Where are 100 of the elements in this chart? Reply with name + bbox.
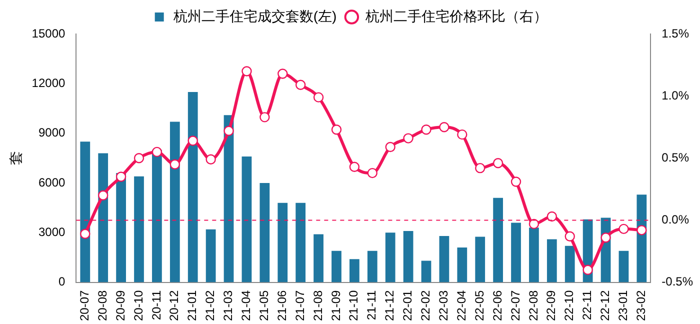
x-tick-label: 22-06: [490, 290, 504, 322]
bar: [242, 156, 252, 282]
bar: [116, 173, 126, 282]
x-tick-label: 20-08: [95, 290, 110, 322]
bar: [206, 229, 216, 282]
point: [403, 133, 414, 144]
point: [313, 92, 324, 102]
x-tick-label: 22-05: [472, 290, 486, 322]
y2-tick-label: -0.5%: [662, 274, 694, 289]
y2-tick-label: 1.0%: [662, 88, 690, 102]
y-tick-label: 6000: [38, 175, 66, 190]
x-tick-label: 22-03: [436, 290, 451, 322]
bar: [278, 202, 288, 282]
bar: [457, 248, 468, 282]
point: [170, 159, 180, 170]
x-tick-label: 21-08: [310, 290, 325, 322]
bar: [332, 250, 342, 282]
y2-tick-label: 0.0%: [662, 212, 690, 227]
point: [349, 162, 360, 172]
x-tick-label: 20-11: [149, 290, 164, 320]
y-tick-label: 12000: [32, 76, 66, 90]
y-tick-label: 3000: [38, 224, 66, 239]
bar: [385, 232, 396, 282]
x-tick-label: 20-10: [131, 290, 146, 322]
bar: [529, 228, 539, 282]
y-tick-label: 9000: [38, 126, 66, 140]
x-tick-label: 21-05: [256, 290, 271, 322]
point: [98, 190, 108, 200]
point: [457, 129, 468, 140]
x-tick-label: 21-06: [274, 290, 289, 322]
x-tick-label: 21-12: [382, 290, 397, 322]
bar: [511, 222, 521, 282]
y-axis-title: 套: [7, 151, 24, 166]
bar: [314, 234, 324, 282]
bar: [475, 236, 486, 282]
point: [260, 112, 270, 122]
y-tick-label: 15000: [32, 26, 66, 40]
point: [618, 224, 629, 234]
bar: [546, 239, 557, 282]
x-tick-label: 22-01: [400, 290, 415, 322]
bar: [260, 182, 270, 282]
y2-tick-label: 0.5%: [662, 150, 690, 164]
x-tick-label: 21-09: [328, 290, 343, 322]
legend-label: 杭州二手住宅价格环比（右）: [364, 8, 548, 24]
legend-label: 杭州二手住宅成交套数(左): [172, 8, 337, 24]
point: [242, 66, 252, 76]
x-tick-label: 22-04: [454, 290, 468, 322]
bar: [564, 246, 575, 282]
bar: [224, 115, 234, 282]
bar: [350, 259, 360, 282]
x-tick-label: 22-08: [526, 290, 540, 322]
bar: [152, 150, 162, 282]
bar: [98, 153, 108, 282]
x-tick-label: 20-12: [167, 290, 182, 322]
y2-tick-label: 1.5%: [662, 26, 690, 40]
x-tick-label: 21-02: [203, 290, 218, 322]
point: [564, 231, 575, 242]
bar: [134, 176, 144, 282]
y-tick-label: 0: [58, 274, 66, 289]
x-tick-label: 22-07: [508, 290, 522, 322]
x-tick-label: 22-11: [580, 290, 594, 320]
point: [80, 228, 90, 239]
x-tick-label: 21-01: [185, 290, 200, 322]
point: [439, 122, 450, 132]
point: [116, 172, 126, 182]
point: [600, 232, 611, 243]
point: [295, 80, 306, 90]
point: [152, 146, 162, 158]
point: [492, 158, 504, 168]
x-tick-label: 22-09: [544, 290, 558, 322]
bar: [188, 92, 198, 282]
point: [421, 124, 432, 135]
x-tick-label: 22-12: [598, 290, 612, 322]
point: [510, 176, 522, 187]
bar: [367, 250, 378, 282]
point: [385, 142, 396, 152]
point: [278, 68, 288, 79]
x-tick-label: 21-03: [221, 290, 236, 322]
bar: [439, 236, 450, 282]
bar: [80, 142, 90, 282]
point: [546, 211, 558, 222]
point: [188, 136, 198, 146]
x-tick-label: 21-11: [364, 290, 379, 320]
bar: [493, 198, 503, 282]
point: [224, 126, 234, 136]
bar: [170, 122, 180, 282]
point: [134, 153, 144, 164]
point: [636, 225, 647, 236]
point: [475, 162, 486, 174]
x-tick-label: 20-09: [113, 290, 128, 322]
x-tick-label: 21-04: [239, 290, 254, 322]
x-tick-label: 22-02: [418, 290, 433, 322]
point: [367, 168, 378, 178]
x-tick-label: 21-10: [346, 290, 361, 322]
x-tick-label: 22-10: [562, 290, 576, 322]
point: [206, 154, 216, 164]
point: [331, 124, 342, 135]
bar: [618, 250, 629, 282]
x-tick-label: 21-07: [292, 290, 307, 322]
x-tick-label: 23-02: [634, 290, 648, 322]
